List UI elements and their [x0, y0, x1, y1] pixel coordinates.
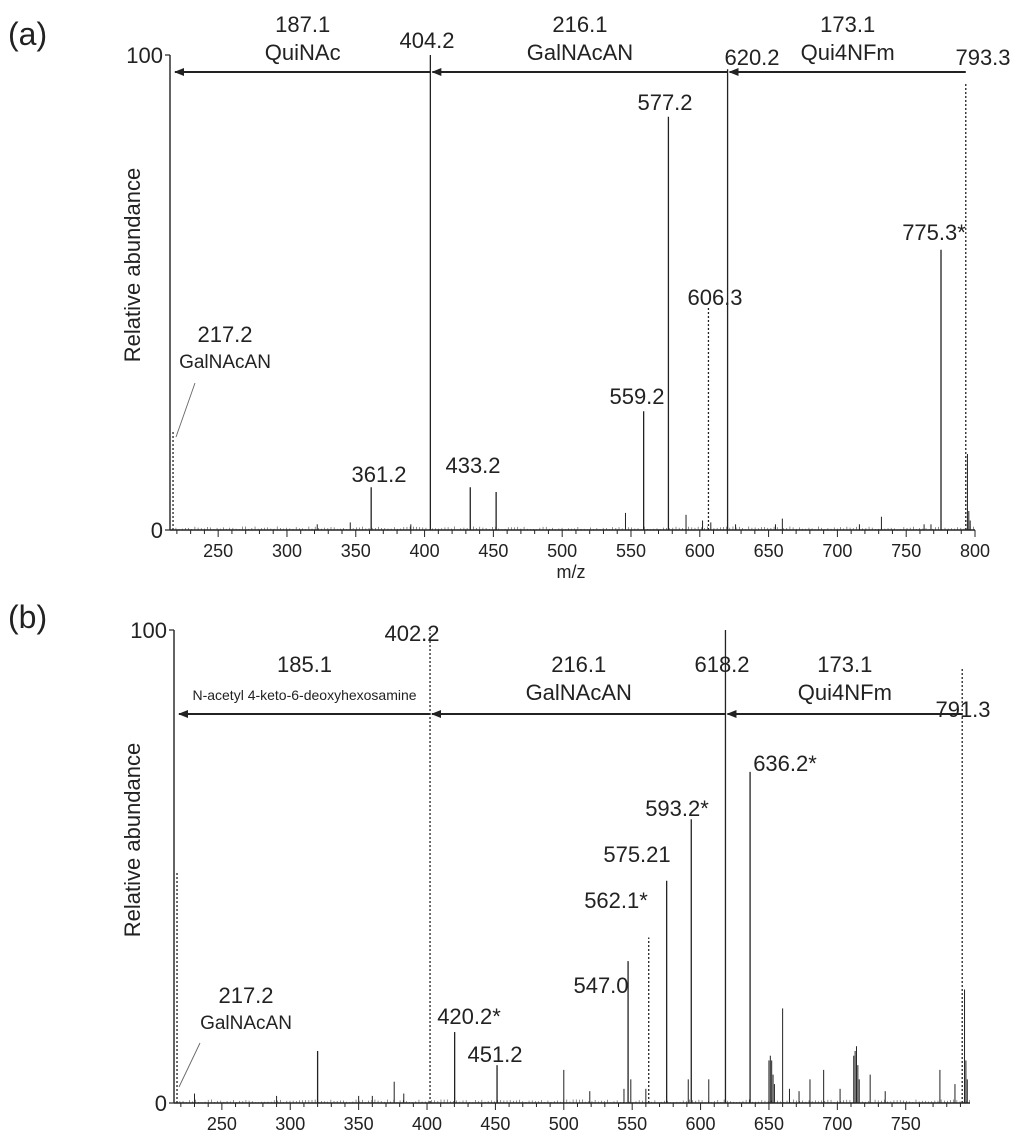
loss-mass-label: 185.1 — [277, 652, 332, 677]
x-tick-label: 450 — [480, 1114, 510, 1134]
x-tick-label: 350 — [344, 1114, 374, 1134]
peak-label: 420.2* — [437, 1004, 501, 1029]
axes-b: 0 100 250 300 350 400 450 500 550 600 650 700 750 — [130, 618, 970, 1134]
peak-label: 793.3 — [955, 45, 1010, 70]
peak-label: 791.3 — [935, 697, 990, 722]
x-tick-label: 550 — [617, 1114, 647, 1134]
major-peaks-b — [176, 630, 963, 1103]
y-tick-label: 0 — [151, 518, 163, 543]
y-tick-label: 100 — [130, 618, 167, 643]
panel-label-a: (a) — [8, 16, 47, 52]
peak-label: 361.2 — [351, 462, 406, 487]
peak-label: 433.2 — [445, 453, 500, 478]
peak-sublabel: GalNAcAN — [179, 352, 271, 373]
peak-label: 620.2 — [724, 45, 779, 70]
loss-mass-label: 216.1 — [551, 652, 606, 677]
y-axis-label-b: Relative abundance — [120, 743, 145, 937]
y-axis-label-a: Relative abundance — [120, 168, 145, 362]
x-axis-label-a: m/z — [557, 562, 586, 582]
x-tick-label: 650 — [754, 1114, 784, 1134]
x-tick-label: 500 — [547, 541, 577, 561]
x-tick-label: 750 — [891, 1114, 921, 1134]
x-tick-label: 600 — [685, 541, 715, 561]
x-tick-label: 350 — [341, 541, 371, 561]
peak-label: 636.2* — [753, 751, 817, 776]
peak-label: 402.2 — [384, 621, 439, 646]
loss-residue-label: Qui4NFm — [801, 40, 895, 65]
loss-mass-label: 187.1 — [275, 12, 330, 37]
peak-labels-b: 217.2 GalNAcAN 402.2 420.2* 451.2 547.0 562.1*… — [178, 621, 991, 1088]
major-peaks-a — [172, 55, 967, 530]
annotation-arrows-b: 185.1 N-acetyl 4-keto-6-deoxyhexosamine 21… — [178, 652, 963, 718]
spectrum-panel-a: (a) Relative abundance m/z 187.1QuiNAc21… — [8, 12, 1011, 582]
x-tick-label: 700 — [822, 1114, 852, 1134]
peak-label: 559.2 — [609, 384, 664, 409]
x-tick-label: 700 — [822, 541, 852, 561]
y-tick-label: 100 — [126, 43, 163, 68]
peak-label: 451.2 — [467, 1042, 522, 1067]
x-tick-label: 750 — [891, 541, 921, 561]
minor-peaks-b — [176, 989, 970, 1103]
peak-labels-a: 217.2 GalNAcAN 361.2 404.2 433.2 559.2 577.2 60… — [175, 28, 1011, 487]
panel-label-b: (b) — [8, 599, 47, 635]
spectrum-panel-b: (b) Relative abundance 185.1 N-acetyl 4-k… — [8, 599, 991, 1134]
x-tick-label: 800 — [960, 541, 990, 561]
x-tick-label: 300 — [272, 541, 302, 561]
peak-label: 562.1* — [584, 888, 648, 913]
x-tick-label: 550 — [616, 541, 646, 561]
loss-mass-label: 216.1 — [552, 12, 607, 37]
x-tick-label: 400 — [410, 541, 440, 561]
x-tick-label: 650 — [754, 541, 784, 561]
loss-residue-label: QuiNAc — [265, 40, 341, 65]
loss-mass-label: 173.1 — [820, 12, 875, 37]
peak-label: 775.3* — [902, 220, 966, 245]
x-tick-label: 450 — [478, 541, 508, 561]
peak-label: 577.2 — [637, 90, 692, 115]
axes-a: 0 100 250 300 350 400 450 500 550 600 650 700 750 800 — [126, 43, 990, 561]
label-leader-line — [178, 1042, 201, 1088]
x-tick-label: 250 — [203, 541, 233, 561]
x-tick-label: 600 — [686, 1114, 716, 1134]
peak-label: 404.2 — [399, 28, 454, 53]
peak-sublabel: GalNAcAN — [200, 1013, 292, 1034]
loss-residue-label: GalNAcAN — [527, 40, 633, 65]
loss-residue-label: N-acetyl 4-keto-6-deoxyhexosamine — [192, 687, 416, 703]
loss-residue-label: GalNAcAN — [526, 680, 632, 705]
label-leader-line — [175, 382, 196, 438]
x-tick-label: 300 — [275, 1114, 305, 1134]
peak-label: 217.2 — [218, 983, 273, 1008]
x-tick-label: 250 — [207, 1114, 237, 1134]
peak-label: 547.0 — [573, 973, 628, 998]
peak-label: 593.2* — [645, 796, 709, 821]
x-tick-label: 400 — [412, 1114, 442, 1134]
y-tick-label: 0 — [155, 1091, 167, 1116]
annotation-arrows-a: 187.1 QuiNAc 216.1 GalNAcAN 173.1 Qui4NFm — [174, 12, 966, 76]
loss-residue-label: Qui4NFm — [798, 680, 892, 705]
x-tick-label: 500 — [549, 1114, 579, 1134]
peak-label: 575.21 — [603, 842, 670, 867]
peak-label: 217.2 — [197, 322, 252, 347]
loss-mass-label: 173.1 — [817, 652, 872, 677]
peak-label: 606.3 — [687, 285, 742, 310]
peak-label: 618.2 — [694, 652, 749, 677]
minor-peaks-a — [172, 454, 974, 530]
